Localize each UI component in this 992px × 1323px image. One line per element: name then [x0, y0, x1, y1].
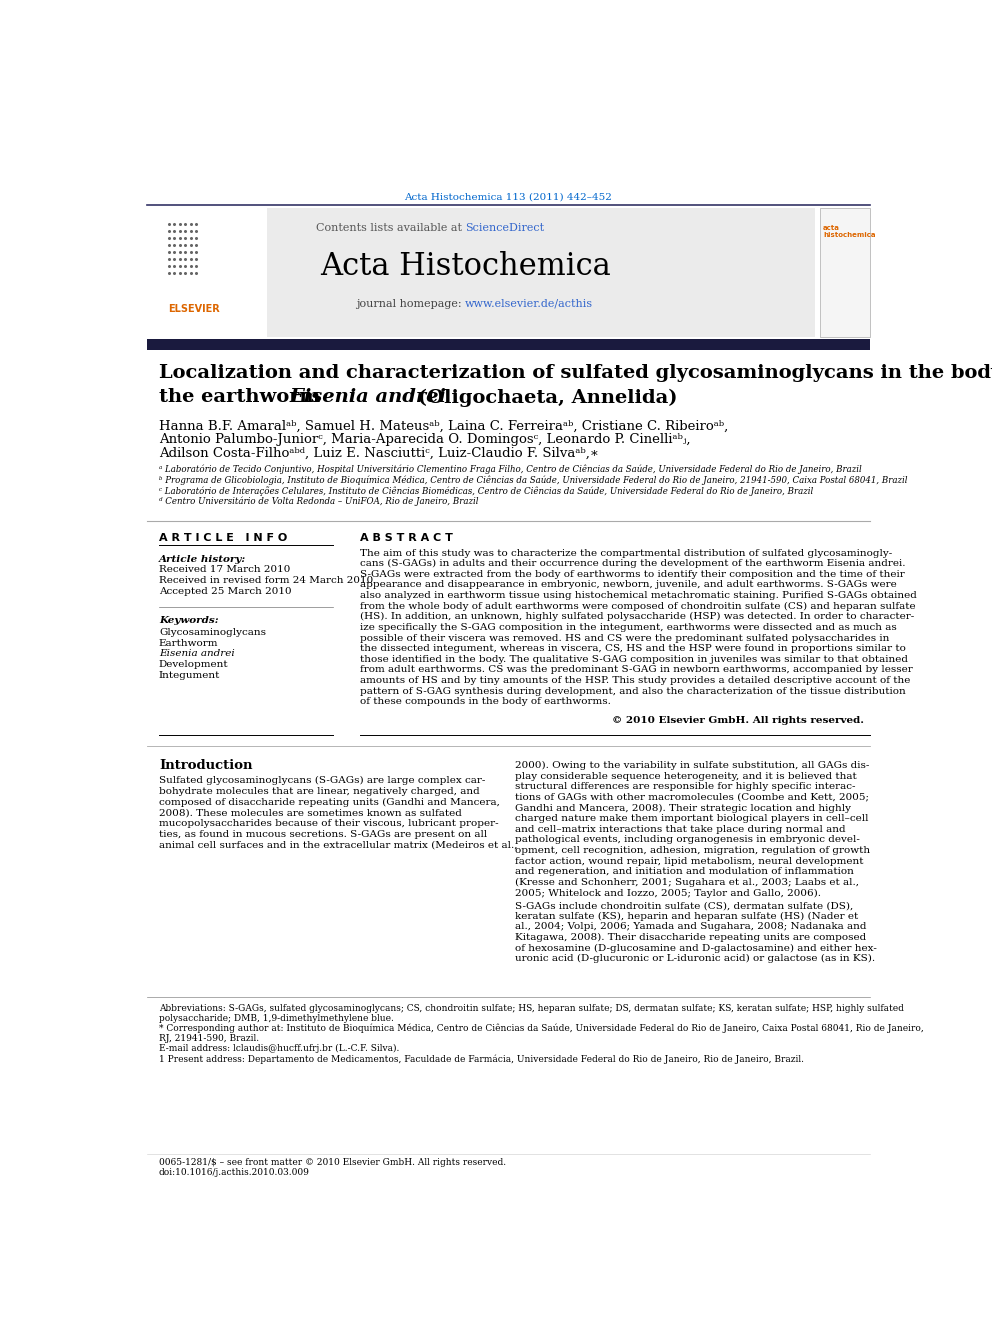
Text: keratan sulfate (KS), heparin and heparan sulfate (HS) (Nader et: keratan sulfate (KS), heparin and hepara…	[516, 912, 859, 921]
Text: polysaccharide; DMB, 1,9-dimethylmethylene blue.: polysaccharide; DMB, 1,9-dimethylmethyle…	[159, 1013, 394, 1023]
Text: 0065-1281/$ – see front matter © 2010 Elsevier GmbH. All rights reserved.: 0065-1281/$ – see front matter © 2010 El…	[159, 1158, 506, 1167]
Text: pattern of S-GAG synthesis during development, and also the characterization of : pattern of S-GAG synthesis during develo…	[360, 687, 906, 696]
Text: Eisenia andrei: Eisenia andrei	[289, 389, 446, 406]
Text: ᵃ Laboratório de Tecido Conjuntivo, Hospital Universitário Clementino Fraga Filh: ᵃ Laboratório de Tecido Conjuntivo, Hosp…	[159, 464, 862, 474]
FancyBboxPatch shape	[147, 339, 870, 349]
Text: amounts of HS and by tiny amounts of the HSP. This study provides a detailed des: amounts of HS and by tiny amounts of the…	[360, 676, 911, 685]
Text: and cell–matrix interactions that take place during normal and: and cell–matrix interactions that take p…	[516, 824, 846, 833]
Text: Eisenia andrei: Eisenia andrei	[159, 650, 235, 659]
Text: charged nature make them important biological players in cell–cell: charged nature make them important biolo…	[516, 814, 869, 823]
Text: Introduction: Introduction	[159, 759, 252, 773]
Text: ties, as found in mucous secretions. S-GAGs are present on all: ties, as found in mucous secretions. S-G…	[159, 830, 487, 839]
Text: A B S T R A C T: A B S T R A C T	[360, 533, 453, 542]
Text: also analyzed in earthworm tissue using histochemical metachromatic staining. Pu: also analyzed in earthworm tissue using …	[360, 591, 918, 601]
Text: Received 17 March 2010: Received 17 March 2010	[159, 565, 291, 574]
Text: bohydrate molecules that are linear, negatively charged, and: bohydrate molecules that are linear, neg…	[159, 787, 479, 796]
Text: Adilson Costa-Filhoᵃᵇᵈ, Luiz E. Nasciuttiᶜ, Luiz-Claudio F. Silvaᵃᵇ,∗: Adilson Costa-Filhoᵃᵇᵈ, Luiz E. Nasciutt…	[159, 447, 599, 460]
Text: al., 2004; Volpi, 2006; Yamada and Sugahara, 2008; Nadanaka and: al., 2004; Volpi, 2006; Yamada and Sugah…	[516, 922, 867, 931]
Text: and regeneration, and initiation and modulation of inflammation: and regeneration, and initiation and mod…	[516, 868, 854, 876]
Text: S-GAGs include chondroitin sulfate (CS), dermatan sulfate (DS),: S-GAGs include chondroitin sulfate (CS),…	[516, 901, 854, 910]
Text: from the whole body of adult earthworms were composed of chondroitin sulfate (CS: from the whole body of adult earthworms …	[360, 602, 916, 611]
Text: © 2010 Elsevier GmbH. All rights reserved.: © 2010 Elsevier GmbH. All rights reserve…	[612, 716, 864, 725]
FancyBboxPatch shape	[820, 208, 870, 337]
Text: RJ, 21941-590, Brazil.: RJ, 21941-590, Brazil.	[159, 1035, 259, 1043]
Text: tions of GAGs with other macromolecules (Coombe and Kett, 2005;: tions of GAGs with other macromolecules …	[516, 792, 869, 802]
Text: ELSEVIER: ELSEVIER	[168, 304, 219, 314]
Text: A R T I C L E   I N F O: A R T I C L E I N F O	[159, 533, 287, 542]
Text: acta
histochemica: acta histochemica	[823, 225, 876, 238]
Text: uronic acid (D-glucuronic or L-iduronic acid) or galactose (as in KS).: uronic acid (D-glucuronic or L-iduronic …	[516, 954, 876, 963]
Text: Development: Development	[159, 660, 228, 669]
Text: of these compounds in the body of earthworms.: of these compounds in the body of earthw…	[360, 697, 611, 706]
Text: Acta Histochemica 113 (2011) 442–452: Acta Histochemica 113 (2011) 442–452	[405, 193, 612, 202]
Text: (Kresse and Schonherr, 2001; Sugahara et al., 2003; Laabs et al.,: (Kresse and Schonherr, 2001; Sugahara et…	[516, 878, 859, 886]
Text: ᵈ Centro Universitário de Volta Redonda – UniFOA, Rio de Janeiro, Brazil: ᵈ Centro Universitário de Volta Redonda …	[159, 496, 478, 507]
Text: doi:10.1016/j.acthis.2010.03.009: doi:10.1016/j.acthis.2010.03.009	[159, 1168, 310, 1176]
FancyBboxPatch shape	[147, 208, 268, 337]
Text: ScienceDirect: ScienceDirect	[465, 224, 545, 233]
Text: Localization and characterization of sulfated glycosaminoglycans in the body of: Localization and characterization of sul…	[159, 364, 992, 382]
Text: the earthworm: the earthworm	[159, 389, 327, 406]
Text: Accepted 25 March 2010: Accepted 25 March 2010	[159, 587, 292, 595]
Text: those identified in the body. The qualitative S-GAG composition in juveniles was: those identified in the body. The qualit…	[360, 655, 909, 664]
Text: 2005; Whitelock and Iozzo, 2005; Taylor and Gallo, 2006).: 2005; Whitelock and Iozzo, 2005; Taylor …	[516, 889, 821, 897]
Text: mucopolysaccharides because of their viscous, lubricant proper-: mucopolysaccharides because of their vis…	[159, 819, 499, 828]
Text: opment, cell recognition, adhesion, migration, regulation of growth: opment, cell recognition, adhesion, migr…	[516, 845, 871, 855]
Text: Article history:: Article history:	[159, 554, 246, 564]
Text: ᵇ Programa de Glicobiologia, Instituto de Bioquímica Médica, Centro de Ciências : ᵇ Programa de Glicobiologia, Instituto d…	[159, 475, 908, 484]
Text: appearance and disappearance in embryonic, newborn, juvenile, and adult earthwor: appearance and disappearance in embryoni…	[360, 581, 897, 589]
Text: animal cell surfaces and in the extracellular matrix (Medeiros et al.,: animal cell surfaces and in the extracel…	[159, 840, 518, 849]
Text: Hanna B.F. Amaralᵃᵇ, Samuel H. Mateusᵃᵇ, Laina C. Ferreiraᵃᵇ, Cristiane C. Ribei: Hanna B.F. Amaralᵃᵇ, Samuel H. Mateusᵃᵇ,…	[159, 419, 728, 433]
Text: the dissected integument, whereas in viscera, CS, HS and the HSP were found in p: the dissected integument, whereas in vis…	[360, 644, 907, 654]
Text: Abbreviations: S-GAGs, sulfated glycosaminoglycans; CS, chondroitin sulfate; HS,: Abbreviations: S-GAGs, sulfated glycosam…	[159, 1004, 904, 1012]
Text: Sulfated glycosaminoglycans (S-GAGs) are large complex car-: Sulfated glycosaminoglycans (S-GAGs) are…	[159, 777, 485, 786]
Text: ize specifically the S-GAG composition in the integument, earthworms were dissec: ize specifically the S-GAG composition i…	[360, 623, 897, 632]
Text: structural differences are responsible for highly specific interac-: structural differences are responsible f…	[516, 782, 856, 791]
Text: E-mail address: lclaudis@hucff.ufrj.br (L.-C.F. Silva).: E-mail address: lclaudis@hucff.ufrj.br (…	[159, 1044, 399, 1053]
Text: * Corresponding author at: Instituto de Bioquímica Médica, Centro de Ciências da: * Corresponding author at: Instituto de …	[159, 1024, 924, 1033]
Text: journal homepage:: journal homepage:	[356, 299, 465, 308]
Text: composed of disaccharide repeating units (Gandhi and Mancera,: composed of disaccharide repeating units…	[159, 798, 500, 807]
Text: play considerable sequence heterogeneity, and it is believed that: play considerable sequence heterogeneity…	[516, 771, 857, 781]
Text: cans (S-GAGs) in adults and their occurrence during the development of the earth: cans (S-GAGs) in adults and their occurr…	[360, 560, 906, 568]
Text: 2008). These molecules are sometimes known as sulfated: 2008). These molecules are sometimes kno…	[159, 808, 461, 818]
Text: Integument: Integument	[159, 671, 220, 680]
Text: Antonio Palumbo-Juniorᶜ, Maria-Aparecida O. Domingosᶜ, Leonardo P. Cinelliᵃᵇⱼ,: Antonio Palumbo-Juniorᶜ, Maria-Aparecida…	[159, 434, 690, 446]
Text: ᶜ Laboratório de Interações Celulares, Instituto de Ciências Biomédicas, Centro : ᶜ Laboratório de Interações Celulares, I…	[159, 486, 813, 496]
Text: of hexosamine (D-glucosamine and D-galactosamine) and either hex-: of hexosamine (D-glucosamine and D-galac…	[516, 943, 877, 953]
Text: Keywords:: Keywords:	[159, 617, 218, 626]
Text: Acta Histochemica: Acta Histochemica	[319, 251, 610, 282]
Text: 2000). Owing to the variability in sulfate substitution, all GAGs dis-: 2000). Owing to the variability in sulfa…	[516, 761, 870, 770]
Text: Kitagawa, 2008). Their disaccharide repeating units are composed: Kitagawa, 2008). Their disaccharide repe…	[516, 933, 867, 942]
Text: 1 Present address: Departamento de Medicamentos, Faculdade de Farmácia, Universi: 1 Present address: Departamento de Medic…	[159, 1054, 804, 1064]
Text: Gandhi and Mancera, 2008). Their strategic location and highly: Gandhi and Mancera, 2008). Their strateg…	[516, 803, 851, 812]
Text: (HS). In addition, an unknown, highly sulfated polysaccharide (HSP) was detected: (HS). In addition, an unknown, highly su…	[360, 613, 915, 622]
Text: from adult earthworms. CS was the predominant S-GAG in newborn earthworms, accom: from adult earthworms. CS was the predom…	[360, 665, 913, 675]
Text: The aim of this study was to characterize the compartmental distribution of sulf: The aim of this study was to characteriz…	[360, 549, 893, 557]
Text: Glycosaminoglycans: Glycosaminoglycans	[159, 628, 266, 636]
Text: www.elsevier.de/acthis: www.elsevier.de/acthis	[465, 299, 593, 308]
Text: possible of their viscera was removed. HS and CS were the predominant sulfated p: possible of their viscera was removed. H…	[360, 634, 890, 643]
Text: factor action, wound repair, lipid metabolism, neural development: factor action, wound repair, lipid metab…	[516, 857, 864, 865]
Text: Earthworm: Earthworm	[159, 639, 218, 647]
Text: S-GAGs were extracted from the body of earthworms to identify their composition : S-GAGs were extracted from the body of e…	[360, 570, 905, 578]
Text: (Oligochaeta, Annelida): (Oligochaeta, Annelida)	[411, 389, 678, 406]
Text: pathological events, including organogenesis in embryonic devel-: pathological events, including organogen…	[516, 835, 860, 844]
FancyBboxPatch shape	[147, 208, 815, 337]
Text: Contents lists available at: Contents lists available at	[315, 224, 465, 233]
Text: Received in revised form 24 March 2010: Received in revised form 24 March 2010	[159, 577, 373, 585]
